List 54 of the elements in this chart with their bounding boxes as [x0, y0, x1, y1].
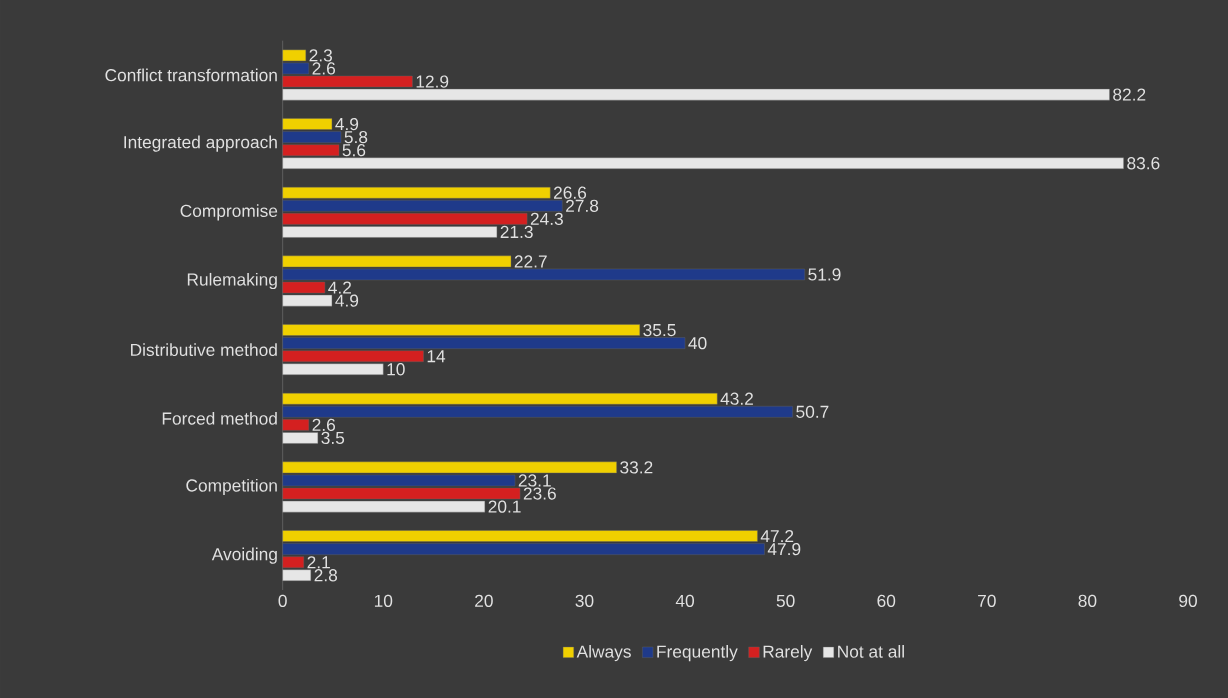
x-tick-label: 60	[877, 594, 896, 607]
x-tick-label: 90	[1179, 594, 1197, 607]
x-tick-label: 50	[776, 594, 795, 607]
data-label: 4.9	[335, 294, 359, 307]
data-label: 14	[427, 350, 446, 363]
x-tick-label: 10	[374, 594, 393, 607]
data-label: 4.9	[335, 117, 359, 131]
legend-label: Frequently	[657, 645, 738, 662]
data-label: 21.3	[500, 225, 533, 239]
data-label: 47.9	[767, 542, 801, 556]
legend-label: Not at all	[838, 645, 904, 658]
data-label: 10	[387, 363, 405, 376]
data-label: 12.9	[416, 75, 449, 88]
y-tick-label: Forced method	[162, 411, 277, 425]
y-tick-label: Distributive method	[131, 343, 277, 357]
data-label: 23.1	[518, 474, 551, 487]
data-label: 4.2	[328, 281, 352, 294]
data-label: 51.9	[808, 268, 841, 281]
data-label: 2.6	[312, 418, 336, 431]
data-label: 22.7	[514, 255, 547, 268]
data-label: 26.6	[553, 186, 587, 199]
y-tick-label: Conflict transformation	[105, 68, 277, 82]
x-tick-label: 80	[1078, 594, 1097, 607]
data-label: 2.1	[307, 556, 330, 569]
x-tick-label: 0	[278, 594, 287, 607]
data-label: 20.1	[488, 500, 521, 513]
data-label: 2.8	[314, 569, 338, 582]
data-label: 27.8	[566, 199, 599, 212]
legend-label: Always	[576, 645, 631, 662]
x-tick-label: 20	[475, 594, 493, 607]
data-label: 40	[688, 336, 707, 350]
data-label: 82.2	[1113, 88, 1146, 101]
data-label: 43.2	[720, 392, 753, 405]
data-label: 33.2	[620, 461, 653, 474]
data-label: 50.7	[796, 405, 829, 418]
y-tick-label: Competition	[186, 478, 277, 496]
data-label: 5.6	[342, 144, 366, 157]
data-label: 83.6	[1127, 157, 1160, 170]
data-label: 24.3	[530, 212, 563, 225]
data-label: 47.2	[760, 530, 794, 543]
y-tick-label: Compromise	[180, 204, 278, 221]
data-label: 5.8	[344, 130, 368, 144]
y-tick-label: Integrated approach	[124, 135, 277, 152]
data-label: 23.6	[523, 487, 556, 500]
y-tick-label: Avoiding	[211, 547, 277, 564]
legend-label: Rarely	[763, 645, 813, 662]
data-label: 3.5	[321, 431, 345, 445]
x-tick-label: 70	[978, 594, 996, 607]
data-label: 2.6	[312, 62, 336, 75]
data-label: 35.5	[643, 323, 676, 337]
y-tick-label: Rulemaking	[187, 272, 277, 290]
data-label: 2.3	[309, 49, 333, 62]
x-tick-label: 40	[675, 594, 695, 607]
x-tick-label: 30	[575, 594, 594, 607]
